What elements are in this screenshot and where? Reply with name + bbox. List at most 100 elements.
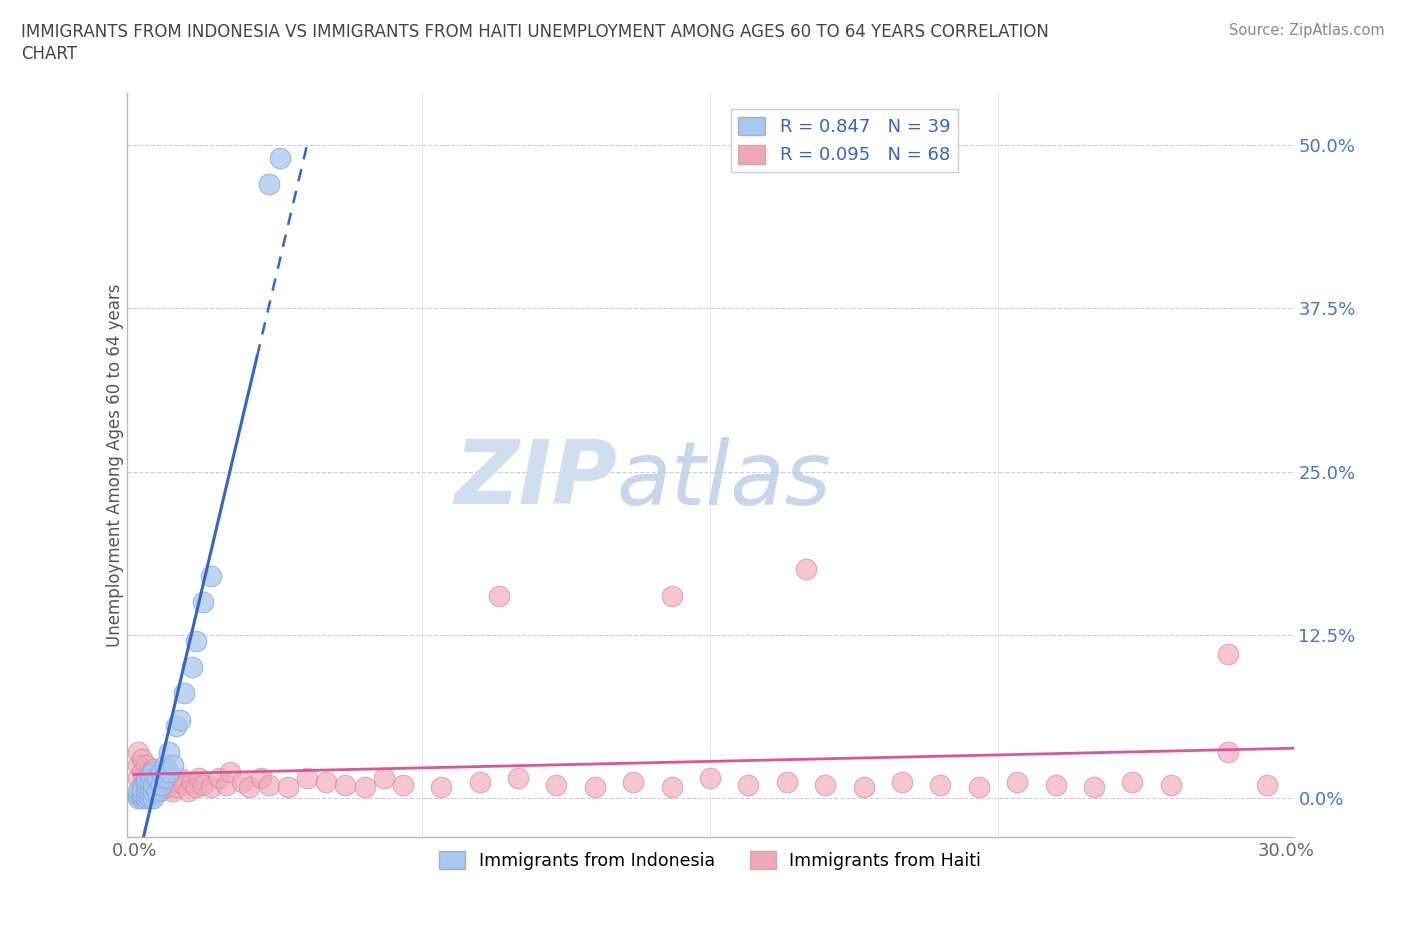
Point <box>127 788 149 803</box>
Point <box>184 780 207 795</box>
Point <box>200 568 222 583</box>
Point <box>184 633 207 648</box>
Point <box>135 771 157 786</box>
Point <box>131 751 153 766</box>
Point <box>127 771 149 786</box>
Point <box>583 780 606 795</box>
Point <box>138 780 160 795</box>
Point <box>180 660 202 675</box>
Point <box>135 784 157 799</box>
Point <box>208 771 231 786</box>
Point <box>162 758 184 773</box>
Point <box>127 784 149 799</box>
Point <box>238 780 260 795</box>
Point <box>468 775 491 790</box>
Point <box>138 780 160 795</box>
Point <box>295 771 318 786</box>
Point <box>546 777 568 792</box>
Point <box>1218 745 1240 760</box>
Point <box>146 771 169 786</box>
Point <box>621 775 644 790</box>
Point <box>162 775 184 790</box>
Point <box>131 781 153 796</box>
Point <box>215 777 238 792</box>
Point <box>737 777 759 792</box>
Point <box>967 780 990 795</box>
Text: atlas: atlas <box>617 437 831 523</box>
Point <box>142 775 165 790</box>
Point <box>142 777 165 792</box>
Point <box>1218 647 1240 662</box>
Point <box>142 762 165 777</box>
Point <box>157 745 180 760</box>
Point <box>852 780 875 795</box>
Point <box>335 777 357 792</box>
Point <box>776 775 799 790</box>
Point <box>150 777 173 792</box>
Point <box>135 782 157 797</box>
Point <box>135 790 157 805</box>
Point <box>1083 780 1105 795</box>
Point <box>138 767 160 782</box>
Point <box>929 777 952 792</box>
Text: IMMIGRANTS FROM INDONESIA VS IMMIGRANTS FROM HAITI UNEMPLOYMENT AMONG AGES 60 TO: IMMIGRANTS FROM INDONESIA VS IMMIGRANTS … <box>21 23 1049 41</box>
Point <box>200 780 222 795</box>
Point <box>277 780 299 795</box>
Point <box>162 784 184 799</box>
Point <box>131 785 153 800</box>
Point <box>173 686 195 701</box>
Point <box>131 764 153 779</box>
Point <box>193 777 215 792</box>
Point <box>157 777 180 792</box>
Point <box>794 562 817 577</box>
Point <box>699 771 721 786</box>
Point <box>138 775 160 790</box>
Point <box>661 780 683 795</box>
Point <box>153 767 176 782</box>
Point <box>131 790 153 805</box>
Point <box>177 784 200 799</box>
Point <box>138 785 160 800</box>
Point <box>131 777 153 792</box>
Point <box>135 787 157 802</box>
Text: Source: ZipAtlas.com: Source: ZipAtlas.com <box>1229 23 1385 38</box>
Point <box>142 790 165 805</box>
Point <box>1256 777 1278 792</box>
Point <box>430 780 453 795</box>
Point <box>315 775 337 790</box>
Point <box>153 758 176 773</box>
Point <box>157 764 180 779</box>
Point <box>142 784 165 799</box>
Point <box>142 764 165 779</box>
Point <box>180 775 202 790</box>
Point <box>269 151 291 166</box>
Point <box>135 758 157 773</box>
Point <box>138 767 160 782</box>
Point <box>661 588 683 603</box>
Point <box>127 758 149 773</box>
Point <box>891 775 914 790</box>
Point <box>153 780 176 795</box>
Point <box>146 784 169 799</box>
Point <box>150 764 173 779</box>
Point <box>142 784 165 799</box>
Point <box>169 771 191 786</box>
Point <box>127 745 149 760</box>
Point <box>392 777 415 792</box>
Point <box>488 588 510 603</box>
Point <box>146 767 169 782</box>
Point <box>165 780 187 795</box>
Point <box>153 771 176 786</box>
Point <box>257 777 280 792</box>
Point <box>219 764 242 779</box>
Point <box>165 719 187 734</box>
Legend: Immigrants from Indonesia, Immigrants from Haiti: Immigrants from Indonesia, Immigrants fr… <box>432 844 988 877</box>
Point <box>150 784 173 799</box>
Point <box>814 777 837 792</box>
Point <box>193 594 215 609</box>
Point <box>1121 775 1143 790</box>
Point <box>1045 777 1067 792</box>
Point <box>373 771 395 786</box>
Point <box>257 177 280 192</box>
Point <box>1005 775 1028 790</box>
